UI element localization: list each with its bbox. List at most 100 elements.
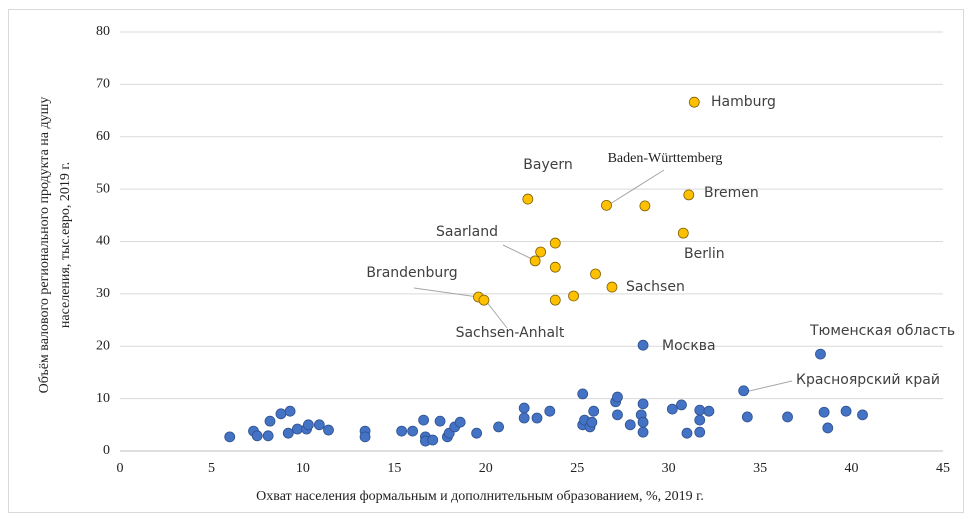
- point: [606, 281, 618, 293]
- point: [822, 422, 834, 434]
- point: [694, 414, 706, 426]
- annotation: Hamburg: [711, 94, 776, 110]
- point: [624, 419, 636, 431]
- annotation: Brandenburg: [366, 265, 457, 281]
- point: [601, 199, 612, 211]
- x-tick-label: 5: [208, 461, 215, 476]
- y-tick-label: 80: [96, 24, 110, 39]
- point: [544, 405, 556, 417]
- x-tick-label: 20: [479, 461, 493, 476]
- point: [323, 424, 334, 436]
- point: [688, 96, 700, 108]
- point: [478, 294, 490, 306]
- point: [313, 419, 325, 431]
- point: [818, 406, 830, 418]
- point: [427, 434, 439, 446]
- point: [666, 403, 678, 415]
- point: [577, 388, 589, 400]
- point: [637, 339, 649, 351]
- annotation: Sachsen-Anhalt: [456, 325, 565, 341]
- x-tick-label: 40: [845, 461, 859, 476]
- point: [282, 427, 294, 439]
- point: [531, 412, 543, 424]
- annotation: Москва: [662, 338, 716, 354]
- point: [738, 385, 750, 397]
- point: [284, 405, 296, 417]
- point: [493, 421, 504, 433]
- annotation: Bremen: [704, 185, 759, 201]
- y-tick-label: 40: [96, 234, 110, 249]
- point: [815, 348, 826, 360]
- point: [549, 294, 561, 306]
- y-tick-label: 70: [96, 77, 110, 92]
- point: [840, 405, 852, 417]
- point: [518, 412, 530, 424]
- point: [588, 405, 600, 417]
- point: [612, 409, 623, 421]
- leader-line: [485, 300, 508, 329]
- x-tick-label: 10: [296, 461, 310, 476]
- x-tick-label: 45: [936, 461, 950, 476]
- y-tick-label: 0: [103, 443, 110, 458]
- x-tick-label: 25: [570, 461, 584, 476]
- point: [471, 427, 483, 439]
- y-tick-label: 50: [96, 181, 110, 196]
- x-tick-label: 30: [662, 461, 676, 476]
- point: [681, 427, 693, 439]
- annotation: Baden-Württemberg: [608, 151, 723, 166]
- leader-line: [744, 380, 793, 393]
- point: [637, 426, 649, 438]
- point: [224, 431, 236, 443]
- leader-line: [413, 287, 479, 298]
- x-tick-label: 35: [753, 461, 767, 476]
- point: [677, 227, 689, 239]
- point: [275, 408, 287, 420]
- x-tick-label: 0: [117, 461, 124, 476]
- point: [741, 411, 753, 423]
- leader-line: [502, 244, 535, 261]
- point: [418, 414, 429, 426]
- leader-line: [609, 169, 665, 205]
- y-tick-label: 20: [96, 338, 110, 353]
- y-axis-title: населения, тыс.евро, 2019 г.: [58, 162, 73, 328]
- point: [782, 411, 793, 423]
- point: [302, 419, 314, 431]
- point: [262, 430, 274, 442]
- point: [676, 399, 687, 411]
- point: [857, 409, 868, 421]
- point: [359, 431, 371, 443]
- point: [529, 255, 541, 267]
- x-tick-label: 15: [387, 461, 401, 476]
- point: [549, 237, 561, 249]
- point: [522, 193, 534, 205]
- annotation: Bayern: [523, 157, 572, 173]
- point: [612, 391, 623, 403]
- y-axis-title: Объём валового регионального продукта на…: [37, 97, 52, 394]
- point: [407, 425, 419, 437]
- point: [264, 415, 276, 427]
- point: [637, 416, 649, 428]
- annotation: Красноярский край: [796, 372, 940, 388]
- point: [568, 290, 579, 302]
- point: [703, 405, 715, 417]
- chart-frame: [8, 9, 964, 513]
- point: [694, 404, 706, 416]
- point: [694, 426, 706, 438]
- point: [454, 416, 466, 428]
- annotation: Тюменская область: [809, 323, 955, 339]
- point: [637, 398, 649, 410]
- point: [396, 425, 408, 437]
- point: [535, 246, 547, 258]
- x-axis-title: Охват населения формальным и дополнитель…: [256, 489, 704, 504]
- annotation: Berlin: [684, 246, 725, 262]
- point: [586, 416, 598, 428]
- point: [251, 430, 263, 442]
- point: [518, 402, 530, 414]
- annotation: Sachsen: [626, 279, 685, 295]
- point: [434, 415, 446, 427]
- point: [683, 189, 695, 201]
- point: [549, 261, 561, 273]
- point: [292, 423, 303, 435]
- y-tick-label: 10: [96, 391, 110, 406]
